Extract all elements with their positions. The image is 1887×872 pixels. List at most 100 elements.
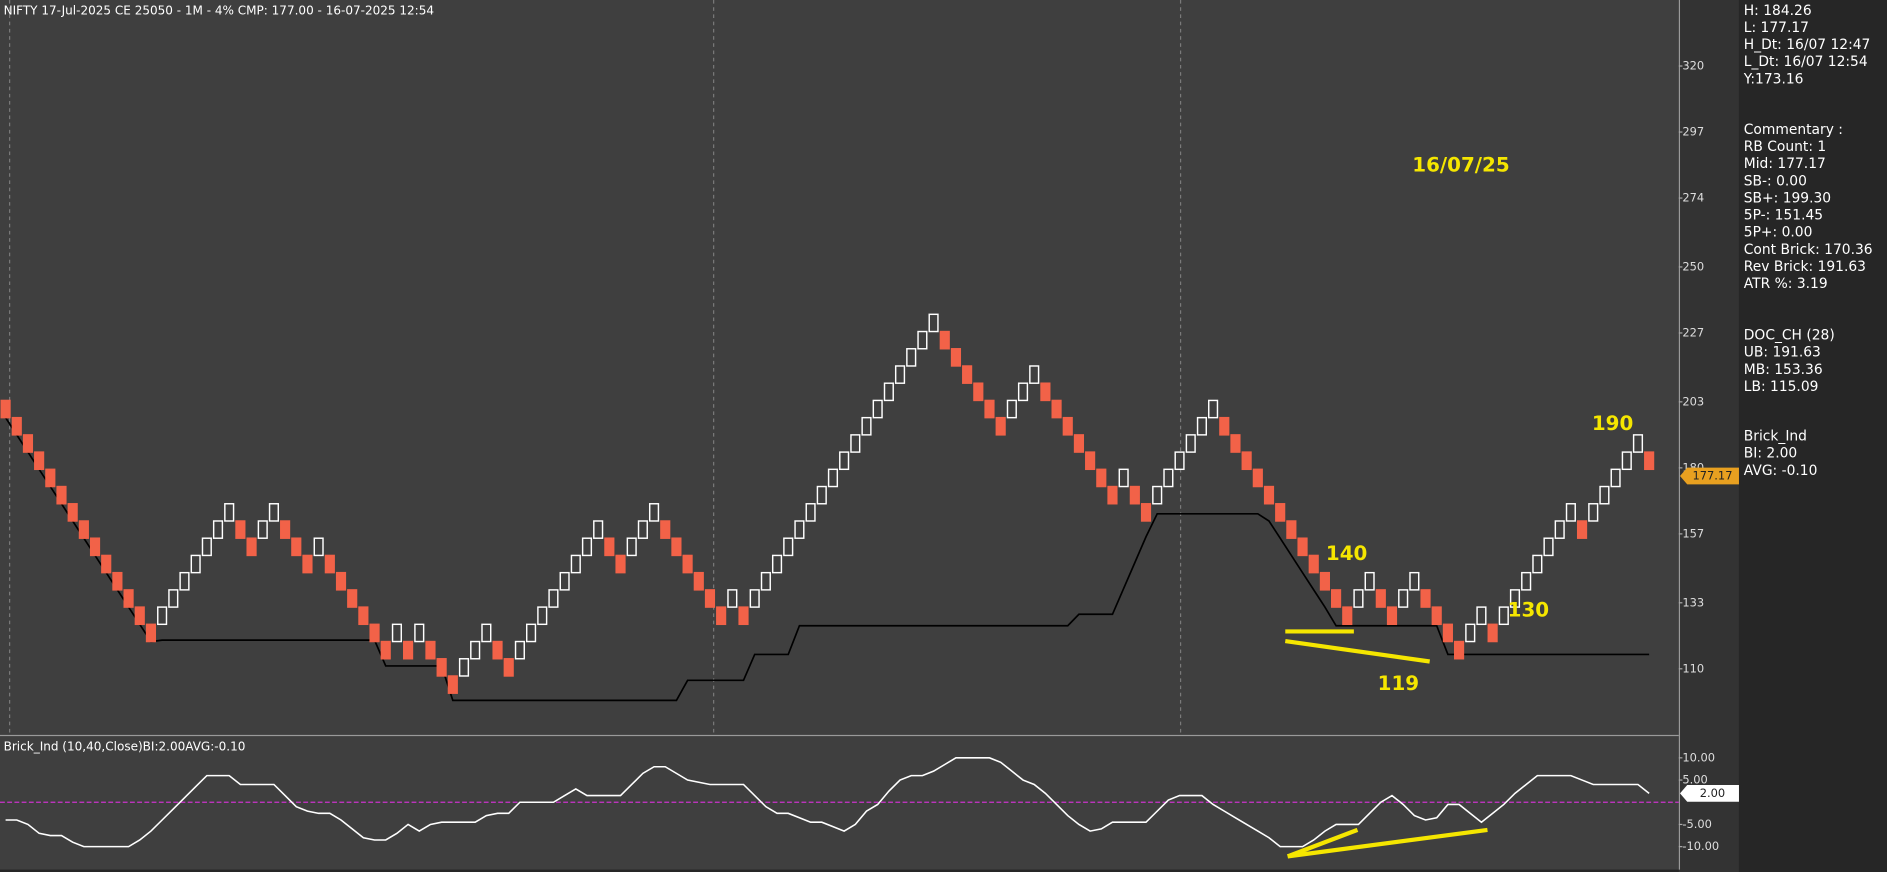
info-line: DOC_CH (28) <box>1744 328 1835 344</box>
down-brick <box>738 606 749 626</box>
down-brick <box>347 589 358 608</box>
up-brick <box>1017 382 1029 402</box>
up-brick <box>1006 399 1017 419</box>
down-brick <box>1420 589 1431 608</box>
up-brick <box>906 348 917 367</box>
info-line: Mid: 177.17 <box>1744 156 1826 172</box>
last-value-tag: 2.00 <box>1680 784 1739 802</box>
info-line: SB+: 199.30 <box>1744 190 1831 206</box>
up-brick <box>1465 623 1476 643</box>
up-brick <box>1398 589 1409 608</box>
down-brick <box>302 554 313 574</box>
up-brick <box>1152 485 1163 505</box>
y-tick-label: -10.00 <box>1682 839 1719 853</box>
tag-label: 2.00 <box>1700 786 1725 800</box>
down-brick <box>0 399 11 419</box>
up-brick <box>850 434 861 453</box>
plot-layer: NIFTY 17-Jul-2025 CE 25050 - 1M - 4% CMP… <box>0 3 1739 853</box>
down-brick <box>660 520 671 539</box>
info-line: Y:173.16 <box>1743 71 1804 87</box>
up-brick <box>1588 503 1599 522</box>
down-brick <box>101 554 112 574</box>
up-brick <box>1174 451 1185 471</box>
down-brick <box>973 382 984 402</box>
indicator-line <box>5 757 1650 848</box>
up-brick <box>1498 606 1509 626</box>
annotation: 130 <box>1508 599 1549 622</box>
up-brick <box>470 640 481 660</box>
down-brick <box>1062 416 1073 436</box>
down-brick <box>1331 589 1342 608</box>
up-brick <box>1163 468 1174 488</box>
down-brick <box>693 571 704 591</box>
down-brick <box>436 658 447 677</box>
up-brick <box>1029 365 1040 384</box>
up-brick <box>1476 606 1487 626</box>
up-brick <box>458 658 470 677</box>
down-brick <box>671 537 682 557</box>
last-value-tag: 177.17 <box>1680 467 1739 485</box>
up-brick <box>157 606 168 626</box>
up-brick <box>1118 468 1129 488</box>
down-brick <box>1576 520 1588 539</box>
down-brick <box>1375 589 1386 608</box>
down-brick <box>34 451 45 471</box>
down-brick <box>45 468 56 488</box>
up-brick <box>179 571 190 591</box>
up-brick <box>570 554 581 574</box>
up-brick <box>894 365 906 384</box>
down-brick <box>380 640 391 660</box>
up-brick <box>548 589 559 608</box>
down-brick <box>1263 485 1275 505</box>
down-brick <box>1342 606 1353 626</box>
down-brick <box>1308 554 1319 574</box>
up-brick <box>917 330 928 350</box>
down-brick <box>425 640 436 660</box>
up-brick <box>872 399 883 419</box>
up-brick <box>1364 571 1375 591</box>
up-brick <box>794 520 805 539</box>
down-brick <box>56 485 67 505</box>
up-brick <box>1185 434 1196 453</box>
info-line: RB Count: 1 <box>1744 139 1826 155</box>
up-brick <box>637 520 648 539</box>
info-line: Cont Brick: 170.36 <box>1744 242 1873 258</box>
up-brick <box>414 623 425 643</box>
up-brick <box>581 537 593 557</box>
info-line: UB: 191.63 <box>1744 345 1821 361</box>
up-brick <box>257 520 268 539</box>
up-brick <box>1532 554 1543 574</box>
up-brick <box>805 503 816 522</box>
drawn-divergence-line <box>1287 827 1488 859</box>
down-brick <box>1319 571 1330 591</box>
down-brick <box>1297 537 1308 557</box>
up-brick <box>1599 485 1610 505</box>
tag-label: 177.17 <box>1693 469 1733 483</box>
info-line: 5P+: 0.00 <box>1744 225 1813 241</box>
down-brick <box>682 554 693 574</box>
up-brick <box>816 485 827 505</box>
up-brick <box>201 537 212 557</box>
y-tick-label: 10.00 <box>1682 750 1715 764</box>
down-brick <box>403 640 414 660</box>
down-brick <box>1051 399 1062 419</box>
down-brick <box>447 675 458 694</box>
down-brick <box>358 606 369 626</box>
annotation: 140 <box>1326 542 1367 565</box>
panel-title: NIFTY 17-Jul-2025 CE 25050 - 1M - 4% CMP… <box>4 3 434 17</box>
up-brick <box>1409 571 1420 591</box>
annotation: 16/07/25 <box>1412 153 1509 176</box>
info-line: H: 184.26 <box>1744 3 1812 19</box>
info-line: AVG: -0.10 <box>1744 463 1818 479</box>
up-brick <box>861 416 872 436</box>
up-brick <box>928 313 939 333</box>
info-line: ATR %: 3.19 <box>1744 276 1828 292</box>
down-brick <box>1252 468 1263 488</box>
tag-shape <box>1680 784 1739 802</box>
y-tick-label: 5.00 <box>1682 773 1707 787</box>
up-brick <box>559 571 570 591</box>
panel-title: Brick_Ind (10,40,Close)BI:2.00AVG:-0.10 <box>4 739 246 753</box>
info-line: Commentary : <box>1744 122 1843 138</box>
up-brick <box>1610 468 1621 488</box>
down-brick <box>1487 623 1498 643</box>
